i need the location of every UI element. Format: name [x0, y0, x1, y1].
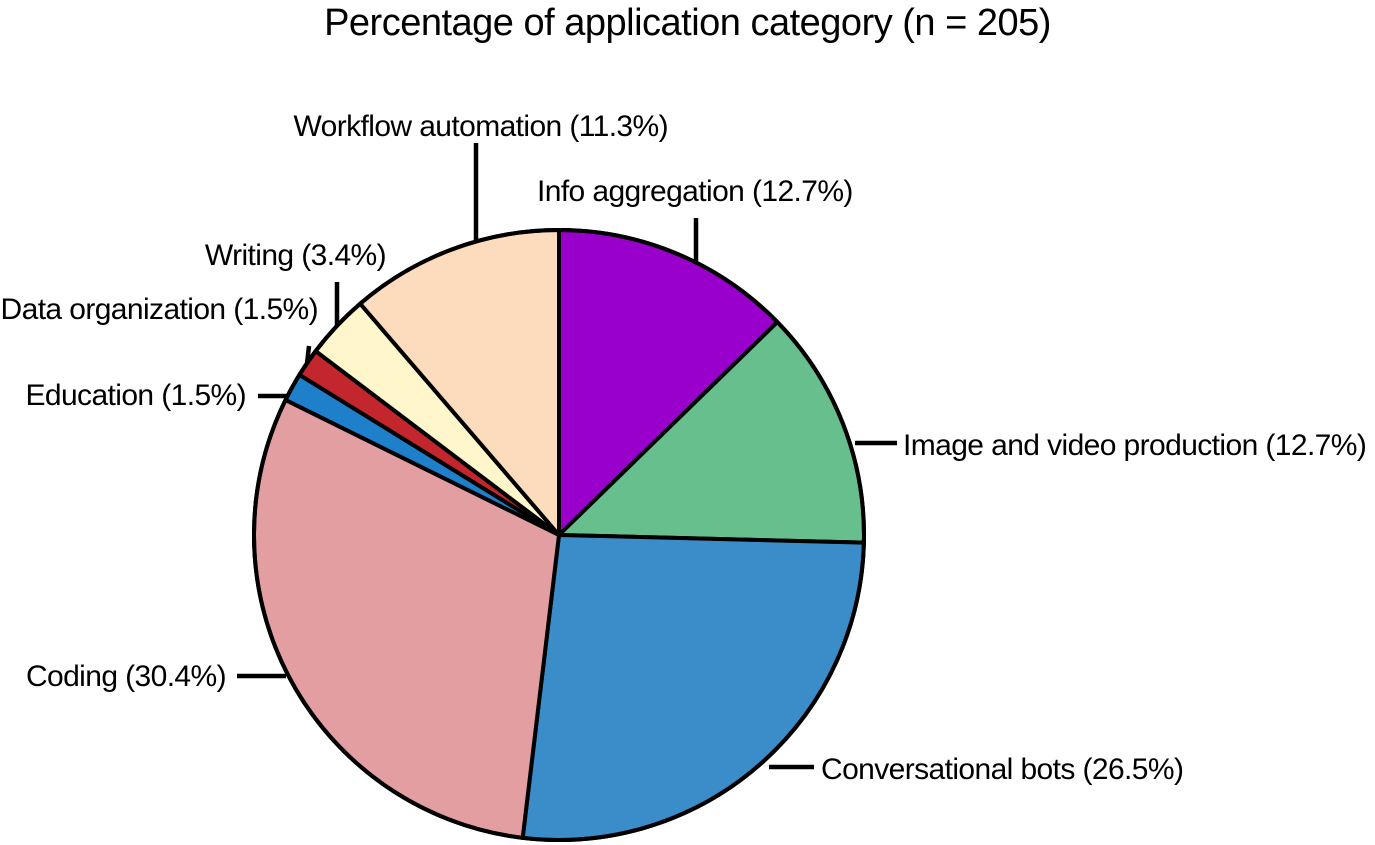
pie-slices — [252, 228, 866, 842]
pie-outline — [252, 228, 866, 842]
slice-label-workflow-automation: Workflow automation (11.3%) — [293, 110, 668, 143]
slice-label-conversational-bots: Conversational bots (26.5%) — [821, 753, 1183, 786]
slice-label-coding: Coding (30.4%) — [26, 660, 226, 693]
leader-line-data-organization — [304, 345, 312, 365]
slice-label-education: Education (1.5%) — [25, 379, 246, 412]
slice-label-info-aggregation: Info aggregation (12.7%) — [537, 175, 853, 208]
pie-slice-conversational-bots — [520, 533, 866, 842]
slice-label-data-organization: Data organization (1.5%) — [1, 293, 318, 326]
slice-labels: Info aggregation (12.7%) Image and video … — [1, 110, 1367, 786]
chart-title: Percentage of application category (n = … — [324, 2, 1051, 44]
leader-lines — [237, 143, 897, 770]
slice-label-writing: Writing (3.4%) — [205, 239, 386, 272]
slice-label-image-and-video-production: Image and video production (12.7%) — [903, 429, 1366, 462]
